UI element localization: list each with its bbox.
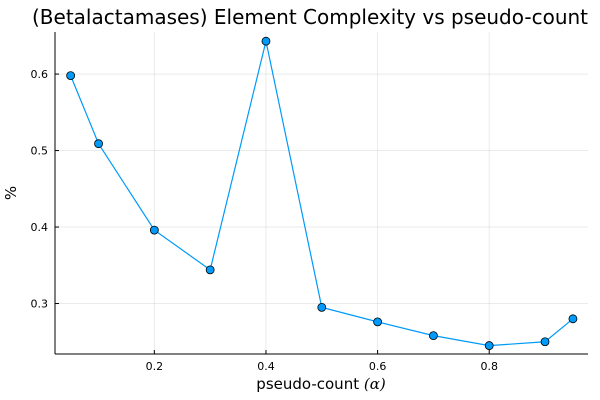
x-axis-label-text: pseudo-count bbox=[256, 375, 364, 393]
ticks: 0.2 0.4 0.6 0.8 0.3 0.4 0.5 0.6 bbox=[31, 68, 498, 373]
data-point bbox=[149, 225, 159, 235]
data-point bbox=[205, 265, 215, 275]
data-point bbox=[373, 317, 382, 327]
chart-title: (Betalactamases) Element Complexity vs p… bbox=[32, 5, 588, 29]
data-point bbox=[261, 36, 271, 46]
data-point bbox=[540, 337, 550, 347]
x-axis-label-symbol: (α) bbox=[364, 375, 386, 393]
x-tick-label: 0.2 bbox=[146, 360, 164, 373]
y-tick-label: 0.3 bbox=[31, 298, 49, 311]
x-tick-label: 0.4 bbox=[257, 360, 275, 373]
x-tick-label: 0.8 bbox=[480, 360, 498, 373]
data-point bbox=[94, 139, 103, 149]
data-point bbox=[429, 331, 438, 341]
data-point bbox=[484, 341, 494, 350]
series-group bbox=[66, 36, 578, 350]
data-point bbox=[317, 302, 327, 312]
y-tick-label: 0.4 bbox=[31, 221, 49, 234]
data-point bbox=[66, 71, 76, 80]
y-tick-label: 0.5 bbox=[31, 145, 49, 158]
series-line bbox=[70, 41, 574, 347]
data-point bbox=[568, 314, 578, 324]
y-axis-label: % bbox=[2, 186, 20, 200]
x-axis-label: pseudo-count (α) bbox=[256, 375, 386, 393]
x-tick-label: 0.6 bbox=[369, 360, 387, 373]
y-tick-label: 0.6 bbox=[31, 68, 49, 81]
